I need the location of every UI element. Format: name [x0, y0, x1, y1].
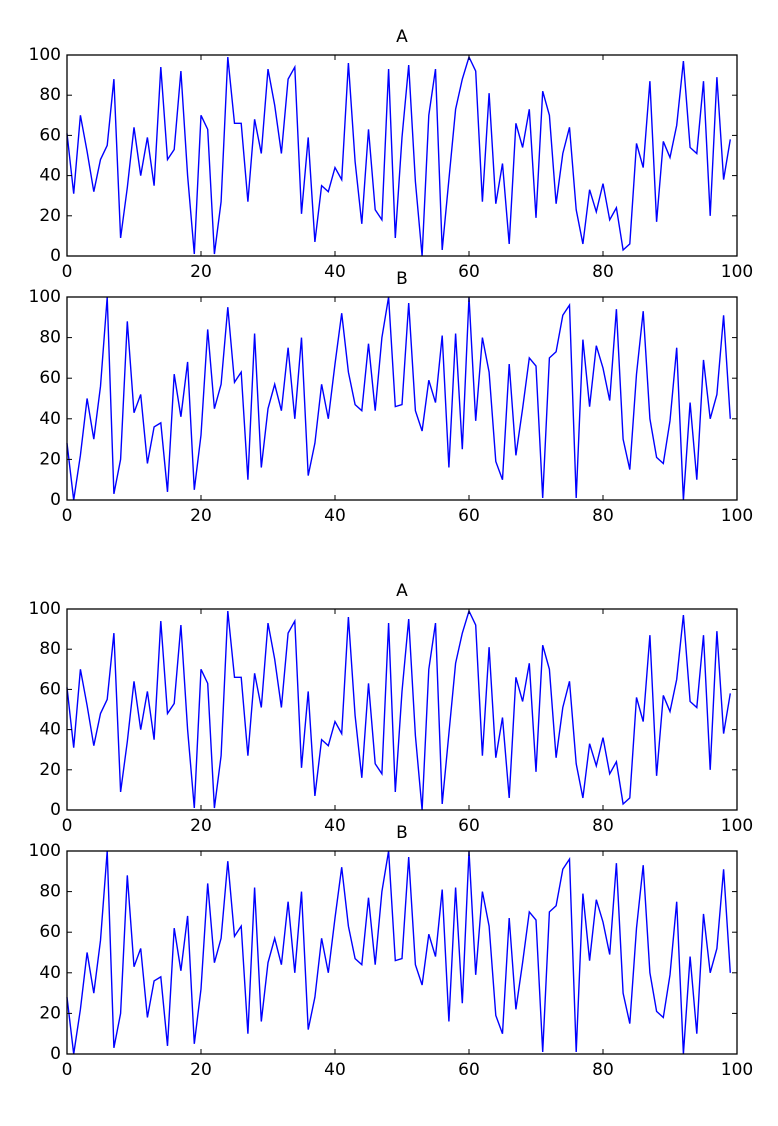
y-tick-label: 20	[39, 1003, 61, 1023]
x-tick-label: 40	[324, 1060, 346, 1080]
y-tick-label: 60	[39, 368, 61, 388]
y-tick-label: 0	[50, 1044, 61, 1064]
data-line	[66, 850, 731, 1055]
y-tick-label: 20	[39, 206, 61, 226]
y-tick-label: 60	[39, 125, 61, 145]
subplot-title: A	[396, 581, 408, 601]
x-tick-label: 20	[190, 1060, 212, 1080]
y-tick-label: 60	[39, 922, 61, 942]
x-tick-label: 20	[190, 506, 212, 526]
y-tick-label: 20	[39, 760, 61, 780]
y-tick-label: 40	[39, 720, 61, 740]
axes-frame	[66, 296, 738, 501]
x-tick-label: 20	[190, 262, 212, 282]
subplot-title: B	[396, 823, 408, 843]
y-tick-label: 60	[39, 679, 61, 699]
x-tick-label: 40	[324, 506, 346, 526]
subplot-title: B	[396, 269, 408, 289]
y-tick-label: 100	[29, 841, 61, 861]
x-tick-label: 80	[592, 1060, 614, 1080]
x-tick-label: 40	[324, 816, 346, 836]
y-tick-label: 80	[39, 882, 61, 902]
x-tick-label: 0	[62, 262, 73, 282]
x-tick-label: 100	[721, 506, 753, 526]
x-tick-label: 80	[592, 506, 614, 526]
y-tick-label: 100	[29, 287, 61, 307]
x-tick-label: 60	[458, 816, 480, 836]
data-line	[66, 55, 731, 257]
x-tick-label: 80	[592, 816, 614, 836]
y-tick-label: 40	[39, 963, 61, 983]
x-tick-label: 100	[721, 1060, 753, 1080]
subplot-title: A	[396, 27, 408, 47]
y-tick-label: 80	[39, 328, 61, 348]
y-tick-label: 0	[50, 246, 61, 266]
y-tick-label: 80	[39, 85, 61, 105]
x-tick-label: 100	[721, 816, 753, 836]
data-line	[66, 296, 731, 501]
x-tick-label: 0	[62, 816, 73, 836]
x-tick-label: 60	[458, 262, 480, 282]
x-tick-label: 80	[592, 262, 614, 282]
x-tick-label: 0	[62, 506, 73, 526]
y-tick-label: 0	[50, 800, 61, 820]
x-tick-label: 60	[458, 506, 480, 526]
x-tick-label: 20	[190, 816, 212, 836]
y-tick-label: 100	[29, 599, 61, 619]
x-tick-label: 100	[721, 262, 753, 282]
y-tick-label: 20	[39, 449, 61, 469]
axes-frame	[66, 608, 738, 811]
x-tick-label: 40	[324, 262, 346, 282]
x-tick-label: 60	[458, 1060, 480, 1080]
y-tick-label: 0	[50, 490, 61, 510]
data-line	[66, 609, 731, 811]
y-tick-label: 80	[39, 639, 61, 659]
axes-frame	[66, 850, 738, 1055]
x-tick-label: 0	[62, 1060, 73, 1080]
y-tick-label: 40	[39, 166, 61, 186]
axes-frame	[66, 54, 738, 257]
y-tick-label: 40	[39, 409, 61, 429]
y-tick-label: 100	[29, 45, 61, 65]
